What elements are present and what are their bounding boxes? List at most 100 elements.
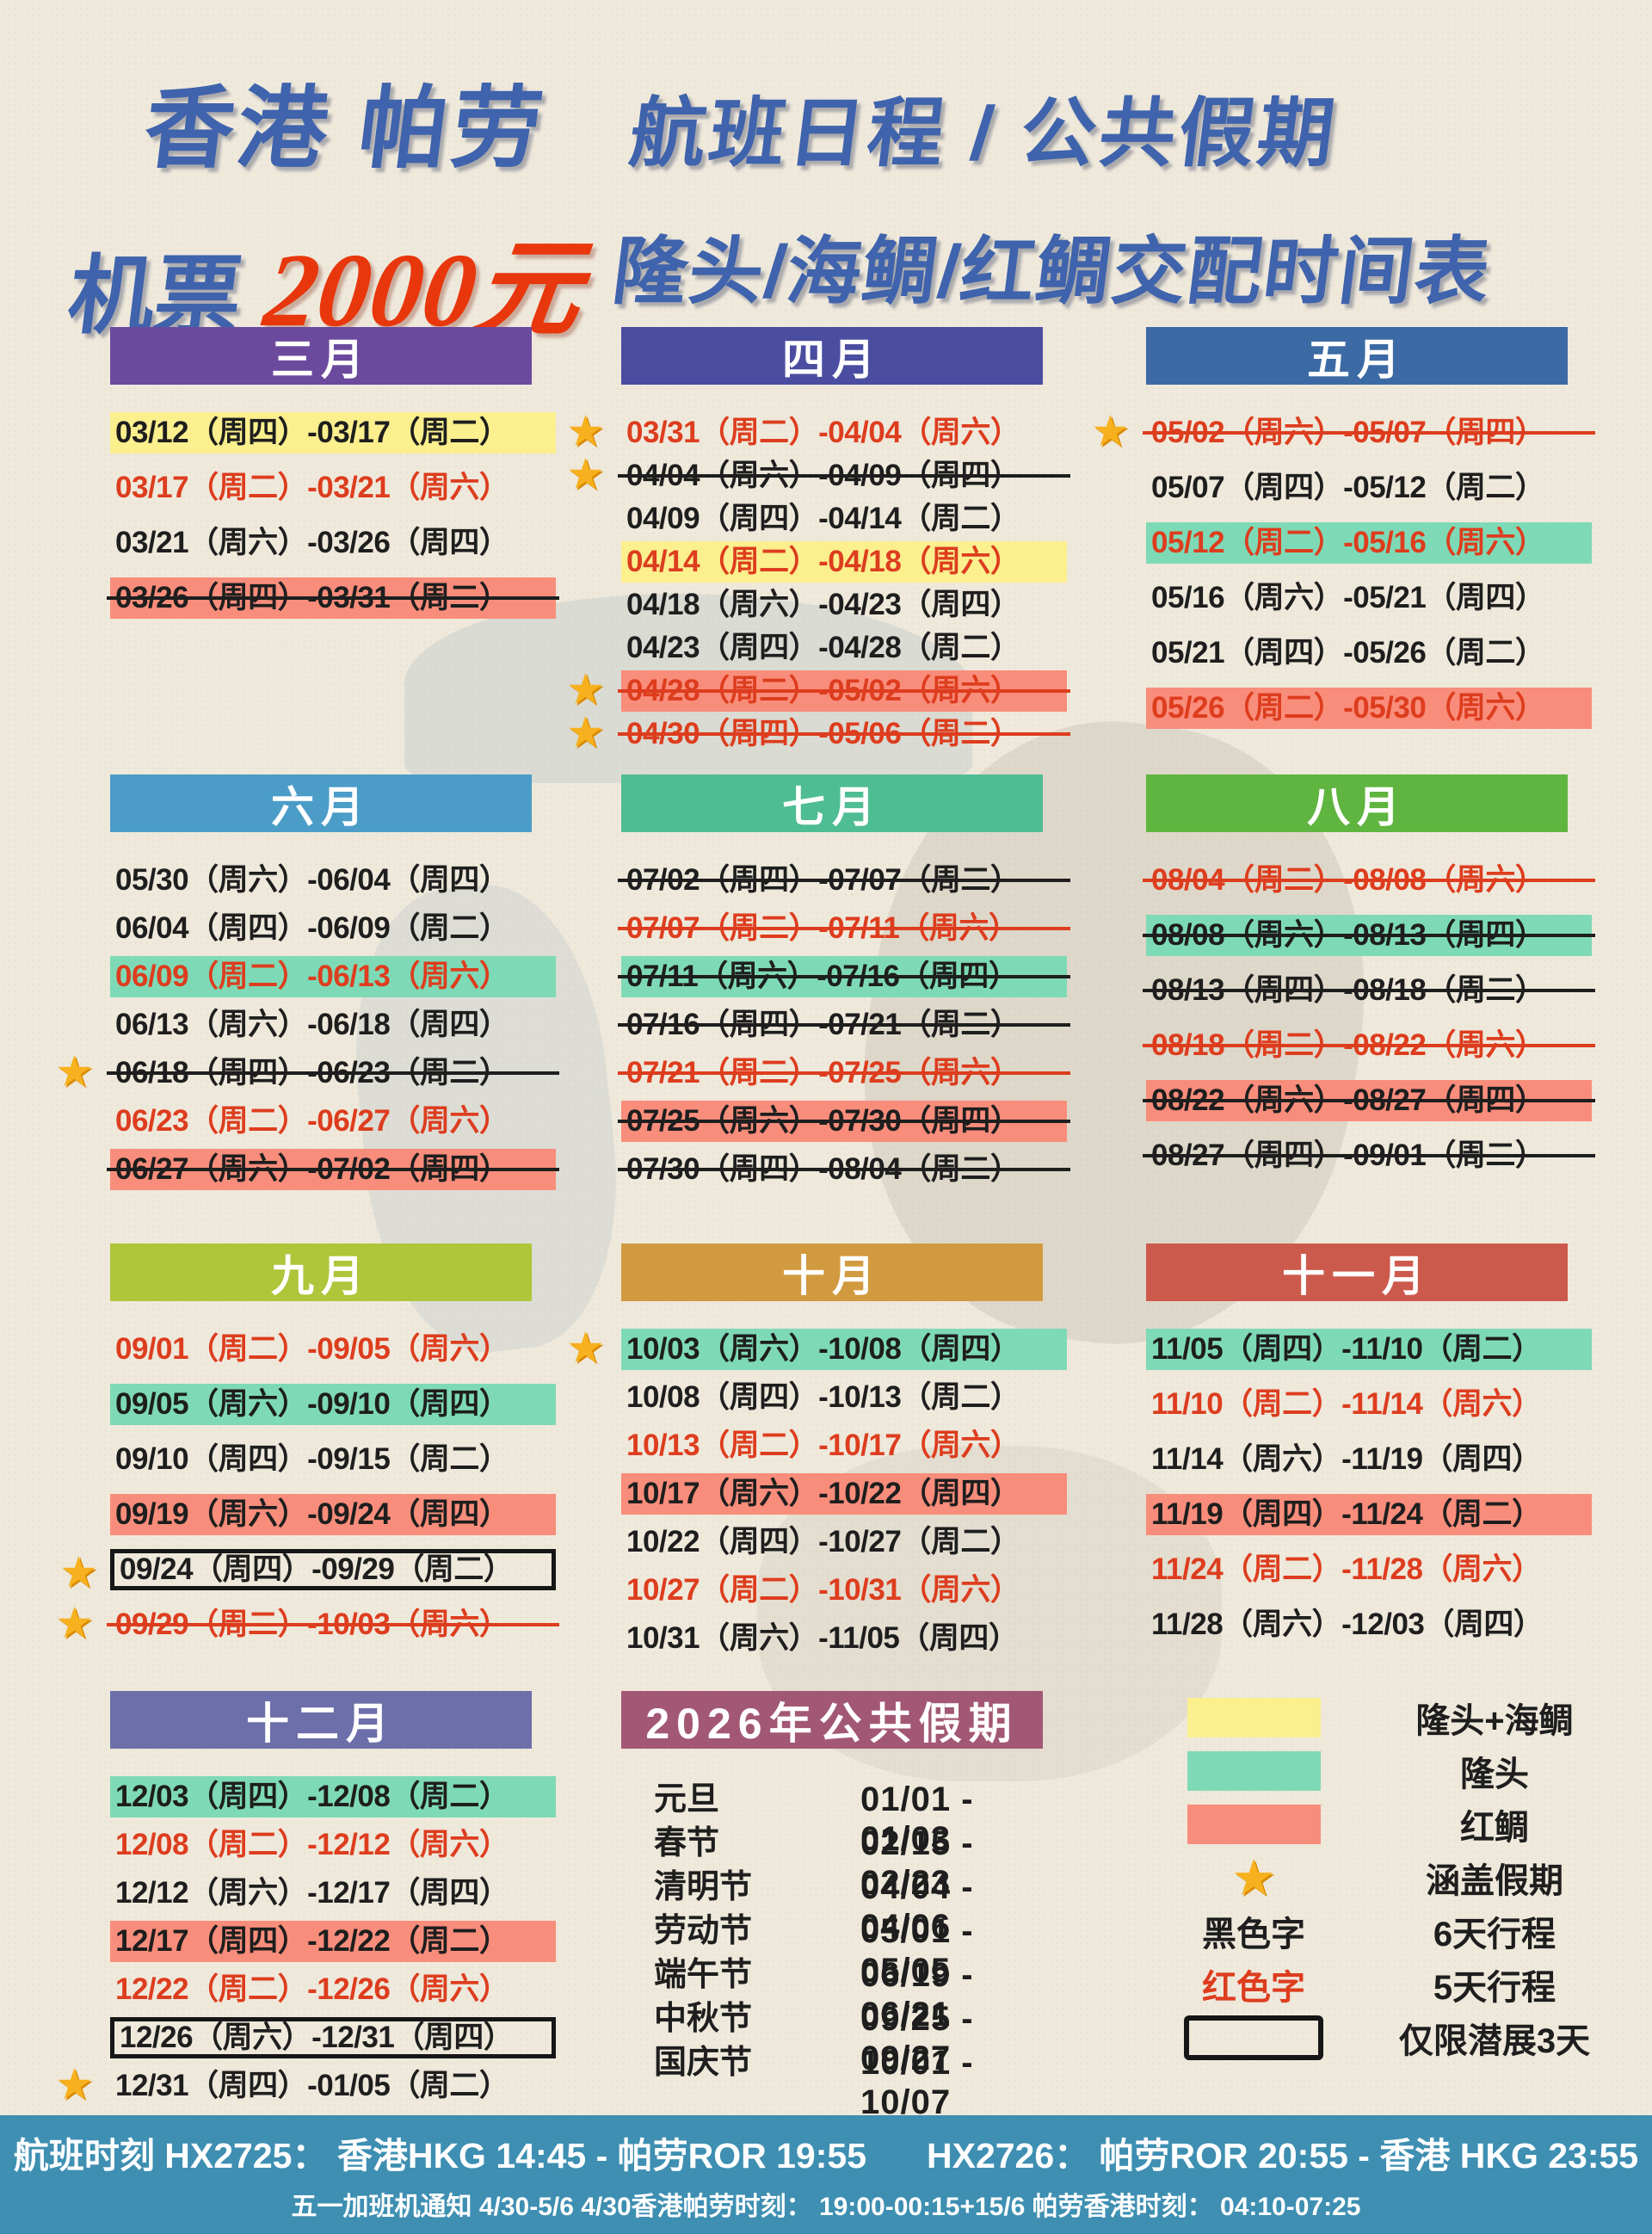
legend-row-salmon: 红鲷 — [1146, 1804, 1628, 1847]
schedule-row-text: 06/23（周二）-06/27（周六） — [115, 1104, 509, 1138]
schedule-row: 11/28（周六）-12/03（周四） — [1146, 1604, 1592, 1645]
title-route: 香港 帕劳 — [139, 79, 552, 179]
schedule-row: 10/08（周四）-10/13（周二） — [621, 1377, 1067, 1418]
legend-label-red: 5天行程 — [1433, 1969, 1556, 2007]
schedule-row-text: 07/16（周四）-07/21（周二） — [626, 1008, 1020, 1041]
star-icon: ★ — [566, 450, 605, 498]
month-block-8: 八月 08/04（周二）-08/08（周六） 08/08（周六）-08/13（周四）… — [1143, 774, 1595, 1176]
month-block-11: 十一月 11/05（周四）-11/10（周二） 11/10（周二）-11/14（周六… — [1146, 1244, 1592, 1645]
schedule-row: 10/27（周二）-10/31（周六） — [621, 1570, 1067, 1611]
schedule-row: 11/10（周二）-11/14（周六） — [1146, 1384, 1592, 1425]
month-rows: 09/01（周二）-09/05（周六） 09/05（周六）-09/10（周四） 09… — [55, 1329, 559, 1645]
schedule-row: ★ 12/31（周四）-01/05（周二） — [55, 2063, 556, 2107]
holiday-dates: 09/25 - 09/27 — [860, 2000, 974, 2077]
month-block-4: 四月 ★ 03/31（周二）-04/04（周六） ★ 04/04（周六）-04/09（周… — [566, 327, 1070, 755]
public-holidays-header: 2026年公共假期 — [621, 1691, 1043, 1749]
holiday-dates: 01/01 - 01/03 — [860, 1780, 974, 1858]
schedule-row-text: 12/12（周六）-12/17（周四） — [115, 1876, 509, 1910]
star-icon: ★ — [566, 407, 605, 455]
star-icon: ★ — [1091, 407, 1130, 455]
holiday-row: 清明节 04/04 - 04/06 — [621, 1867, 1067, 1946]
schedule-row: 07/07（周二）-07/11（周六） — [618, 908, 1070, 949]
schedule-row: 06/09（周二）-06/13（周六） — [110, 956, 556, 997]
schedule-row: 05/16（周六）-05/21（周四） — [1146, 577, 1592, 619]
star-icon: ★ — [566, 1324, 605, 1372]
holiday-name: 元旦 — [654, 1781, 720, 1817]
schedule-row-text: 09/05（周六）-09/10（周四） — [115, 1387, 509, 1421]
holiday-name: 国庆节 — [654, 2045, 753, 2081]
schedule-row: 04/09（周四）-04/14（周二） — [621, 498, 1067, 540]
month-rows: 05/30（周六）-06/04（周四） 06/04（周四）-06/09（周二） 06… — [55, 860, 559, 1190]
schedule-row-text: 12/17（周四）-12/22（周二） — [115, 1924, 509, 1958]
legend-label-black: 6天行程 — [1433, 1916, 1556, 1953]
schedule-row: 12/12（周六）-12/17（周四） — [110, 1873, 556, 1914]
schedule-row-text: 11/14（周六）-11/19（周四） — [1151, 1442, 1542, 1476]
schedule-row-text: 07/07（周二）-07/11（周六） — [626, 911, 1019, 945]
schedule-row: 07/11（周六）-07/16（周四） — [618, 956, 1070, 997]
schedule-row: 06/27（周六）-07/02（周四） — [107, 1149, 559, 1190]
schedule-row: 08/04（周二）-08/08（周六） — [1143, 860, 1595, 901]
schedule-row-text: 10/13（周二）-10/17（周六） — [626, 1429, 1020, 1462]
schedule-row-text: 04/18（周六）-04/23（周四） — [626, 588, 1020, 621]
month-block-10: 十月 ★ 10/03（周六）-10/08（周四） 10/08（周四）-10/13（周二… — [566, 1244, 1067, 1659]
schedule-row-text: 10/08（周四）-10/13（周二） — [626, 1380, 1020, 1414]
schedule-row-text: 09/29（周二）-10/03（周六） — [115, 1608, 509, 1641]
holiday-dates: 04/04 - 04/06 — [860, 1868, 974, 1946]
schedule-row-text: 08/27（周四）-09/01（周二） — [1151, 1139, 1545, 1172]
schedule-row: 11/19（周四）-11/24（周二） — [1146, 1494, 1592, 1535]
schedule-row-text: 12/08（周二）-12/12（周六） — [115, 1828, 509, 1861]
schedule-row: ★ 04/30（周四）-05/06（周二） — [566, 711, 1070, 755]
month-rows: ★ 03/31（周二）-04/04（周六） ★ 04/04（周六）-04/09（周四）… — [566, 410, 1070, 755]
holiday-dates: 10/01 - 10/07 — [860, 2044, 974, 2121]
schedule-row-text: 05/16（周六）-05/21（周四） — [1151, 581, 1545, 614]
schedule-row-text: 04/28（周二）-05/02（周六） — [626, 674, 1020, 707]
schedule-row-text: 08/08（周六）-08/13（周四） — [1151, 918, 1545, 952]
schedule-row-text: 03/26（周四）-03/31（周二） — [115, 581, 509, 614]
schedule-row: 08/18（周二）-08/22（周六） — [1143, 1025, 1595, 1066]
public-holidays-block: 2026年公共假期 元旦 01/01 - 01/03 春节 02/15 - 02/23… — [621, 1691, 1067, 2121]
schedule-row: ★ 05/02（周六）-05/07（周四） — [1091, 410, 1595, 454]
month-header: 五月 — [1146, 327, 1568, 385]
star-icon: ★ — [59, 1548, 98, 1596]
flight-hx2726-times: HX2726： 帕劳ROR 20:55 - 香港 HKG 23:55 — [927, 2136, 1639, 2175]
schedule-row-text: 10/03（周六）-10/08（周四） — [626, 1332, 1020, 1366]
holiday-name: 劳动节 — [654, 1913, 753, 1949]
schedule-row-text: 11/28（周六）-12/03（周四） — [1151, 1608, 1544, 1641]
schedule-row: 04/18（周六）-04/23（周四） — [621, 584, 1067, 626]
month-header: 八月 — [1146, 774, 1568, 832]
schedule-row-text: 06/09（周二）-06/13（周六） — [115, 960, 509, 993]
legend-label-yellow: 隆头+海鲷 — [1415, 1702, 1574, 1740]
schedule-row: 06/13（周六）-06/18（周四） — [110, 1004, 556, 1046]
schedule-row: 10/22（周四）-10/27（周二） — [621, 1521, 1067, 1563]
legend-label-salmon: 红鲷 — [1460, 1809, 1529, 1847]
schedule-row-text: 03/31（周二）-04/04（周六） — [626, 416, 1020, 449]
schedule-row: 10/13（周二）-10/17（周六） — [621, 1425, 1067, 1466]
poster-title-right: 航班日程 / 公共假期 隆头/海鲷/红鲷交配时间表 — [607, 72, 1652, 318]
schedule-row: 11/24（周二）-11/28（周六） — [1146, 1549, 1592, 1590]
holiday-dates: 06/19 - 06/21 — [860, 1956, 974, 2033]
title-fish-season: 隆头/海鲷/红鲷交配时间表 — [608, 231, 1496, 313]
legend-row-yellow: 隆头+海鲷 — [1146, 1697, 1628, 1740]
schedule-row-text: 09/24（周四）-09/29（周二） — [120, 1552, 514, 1586]
holiday-dates: 02/15 - 02/23 — [860, 1824, 974, 1902]
schedule-row-text: 07/11（周六）-07/16（周四） — [626, 960, 1019, 993]
schedule-row-text: 12/31（周四）-01/05（周二） — [115, 2069, 509, 2102]
schedule-row-text: 05/07（周四）-05/12（周二） — [1151, 471, 1545, 504]
schedule-row: 10/31（周六）-11/05（周四） — [621, 1618, 1067, 1659]
month-header: 十二月 — [110, 1691, 532, 1749]
schedule-row: 04/23（周四）-04/28（周二） — [621, 627, 1067, 669]
schedule-row-text: 06/18（周四）-06/23（周二） — [115, 1056, 509, 1089]
yellow-swatch — [1187, 1698, 1321, 1737]
schedule-row: 05/21（周四）-05/26（周二） — [1146, 633, 1592, 674]
schedule-row: 05/07（周四）-05/12（周二） — [1146, 467, 1592, 509]
schedule-row-text: 04/04（周六）-04/09（周四） — [626, 459, 1020, 492]
legend-key-red: 红色字 — [1202, 1969, 1305, 2007]
legend-row-black-text: 黑色字 6天行程 — [1146, 1910, 1628, 1953]
schedule-row-text: 11/10（周二）-11/14（周六） — [1151, 1387, 1542, 1421]
legend-row-teal: 隆头 — [1146, 1750, 1628, 1793]
schedule-row: 06/04（周四）-06/09（周二） — [110, 908, 556, 949]
month-rows: 12/03（周四）-12/08（周二） 12/08（周二）-12/12（周六） 12… — [55, 1776, 556, 2107]
month-block-12: 十二月 12/03（周四）-12/08（周二） 12/08（周二）-12/12（周六… — [55, 1691, 556, 2107]
schedule-row-text: 07/30（周四）-08/04（周二） — [626, 1152, 1020, 1186]
schedule-row-text: 03/12（周四）-03/17（周二） — [115, 416, 509, 449]
